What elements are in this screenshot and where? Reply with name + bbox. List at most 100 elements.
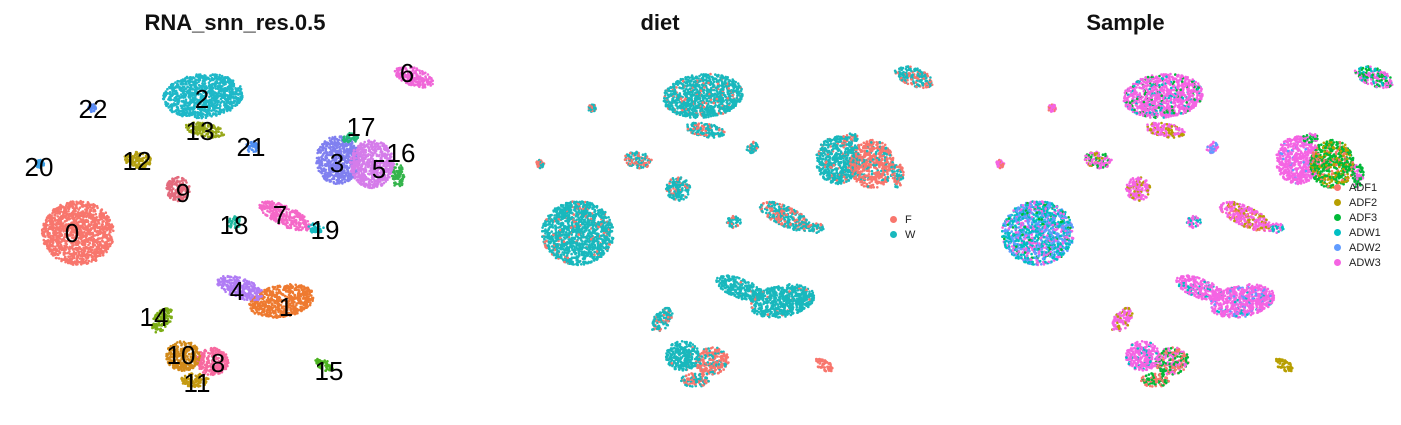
cell-point: [215, 80, 218, 83]
cell-point: [225, 284, 229, 288]
cell-point: [99, 228, 102, 232]
cell-point: [318, 164, 321, 168]
cell-point: [50, 252, 53, 256]
cell-point: [62, 249, 66, 252]
cell-point: [87, 248, 91, 251]
cell-point: [189, 101, 193, 104]
cluster-2-points: [161, 73, 244, 120]
cell-point: [94, 212, 98, 216]
cell-point: [283, 308, 286, 311]
cell-point: [55, 238, 59, 241]
cell-point: [93, 209, 97, 213]
cell-point: [358, 182, 362, 185]
cell-point: [259, 289, 262, 293]
cell-point: [79, 202, 83, 205]
cell-point: [267, 286, 271, 290]
cell-point: [222, 279, 226, 283]
cell-point: [105, 250, 108, 254]
cell-point: [86, 253, 90, 257]
cell-point: [351, 155, 355, 158]
cell-point: [164, 100, 167, 104]
cell-point: [210, 76, 214, 80]
cell-point: [108, 218, 111, 222]
cell-point: [189, 107, 192, 110]
cell-point: [366, 160, 369, 164]
cell-point: [263, 296, 266, 299]
cell-point: [248, 287, 251, 291]
cell-point: [54, 245, 57, 249]
cell-point: [230, 79, 233, 82]
cell-point: [287, 208, 291, 211]
cell-point: [51, 228, 55, 232]
cell-point: [93, 227, 97, 230]
cell-point: [259, 292, 262, 296]
cell-point: [183, 113, 187, 117]
cell-point: [259, 301, 262, 304]
cell-point: [85, 256, 88, 260]
cell-point: [59, 229, 63, 232]
cell-point: [233, 93, 236, 96]
cell-point: [211, 73, 215, 76]
cell-point: [224, 88, 228, 92]
cell-point: [296, 215, 299, 219]
cell-point: [199, 95, 203, 99]
cell-point: [76, 256, 79, 260]
cell-point: [240, 97, 244, 100]
cell-point: [334, 144, 338, 147]
cell-point: [363, 170, 366, 174]
cell-point: [180, 87, 184, 90]
cell-point: [222, 87, 225, 91]
cell-point: [78, 225, 81, 228]
cell-point: [361, 156, 365, 159]
cell-point: [364, 155, 368, 159]
cell-point: [319, 151, 322, 154]
cell-point: [166, 92, 169, 95]
cell-point: [228, 79, 231, 82]
cell-point: [83, 248, 86, 251]
cell-point: [168, 105, 171, 108]
cell-point: [232, 82, 236, 86]
cell-point: [305, 296, 309, 300]
cell-point: [78, 241, 81, 244]
cell-point: [352, 149, 356, 152]
cell-point: [297, 295, 301, 299]
cell-point: [222, 90, 226, 93]
cell-point: [194, 78, 198, 82]
cell-point: [309, 301, 312, 305]
cell-point: [72, 210, 75, 213]
cell-point: [268, 210, 271, 214]
cell-point: [220, 93, 224, 96]
cell-point: [59, 203, 62, 207]
cell-point: [277, 304, 281, 307]
cell-point: [344, 159, 348, 163]
cell-point: [287, 299, 291, 303]
cell-point: [64, 255, 67, 259]
cell-point: [102, 220, 105, 223]
cell-point: [253, 304, 256, 308]
cell-point: [273, 285, 277, 289]
cell-point: [53, 226, 57, 230]
cell-point: [208, 111, 211, 115]
cell-point: [104, 211, 108, 214]
cell-point: [389, 168, 392, 172]
cell-point: [247, 280, 250, 284]
cell-point: [77, 250, 80, 254]
cell-point: [320, 155, 323, 159]
cell-point: [89, 217, 93, 220]
cell-point: [302, 290, 306, 293]
cell-point: [162, 97, 166, 101]
cell-point: [99, 253, 102, 257]
cell-point: [303, 286, 307, 290]
cell-point: [288, 213, 292, 216]
cell-point: [374, 149, 378, 152]
cell-point: [45, 221, 48, 224]
cell-point: [67, 215, 70, 218]
cell-point: [360, 164, 364, 168]
cell-point: [352, 151, 355, 155]
cell-point: [69, 240, 72, 244]
cell-point: [79, 231, 82, 234]
cell-point: [99, 209, 103, 212]
cell-point: [331, 148, 335, 152]
cell-point: [303, 306, 306, 310]
cell-point: [285, 286, 289, 290]
